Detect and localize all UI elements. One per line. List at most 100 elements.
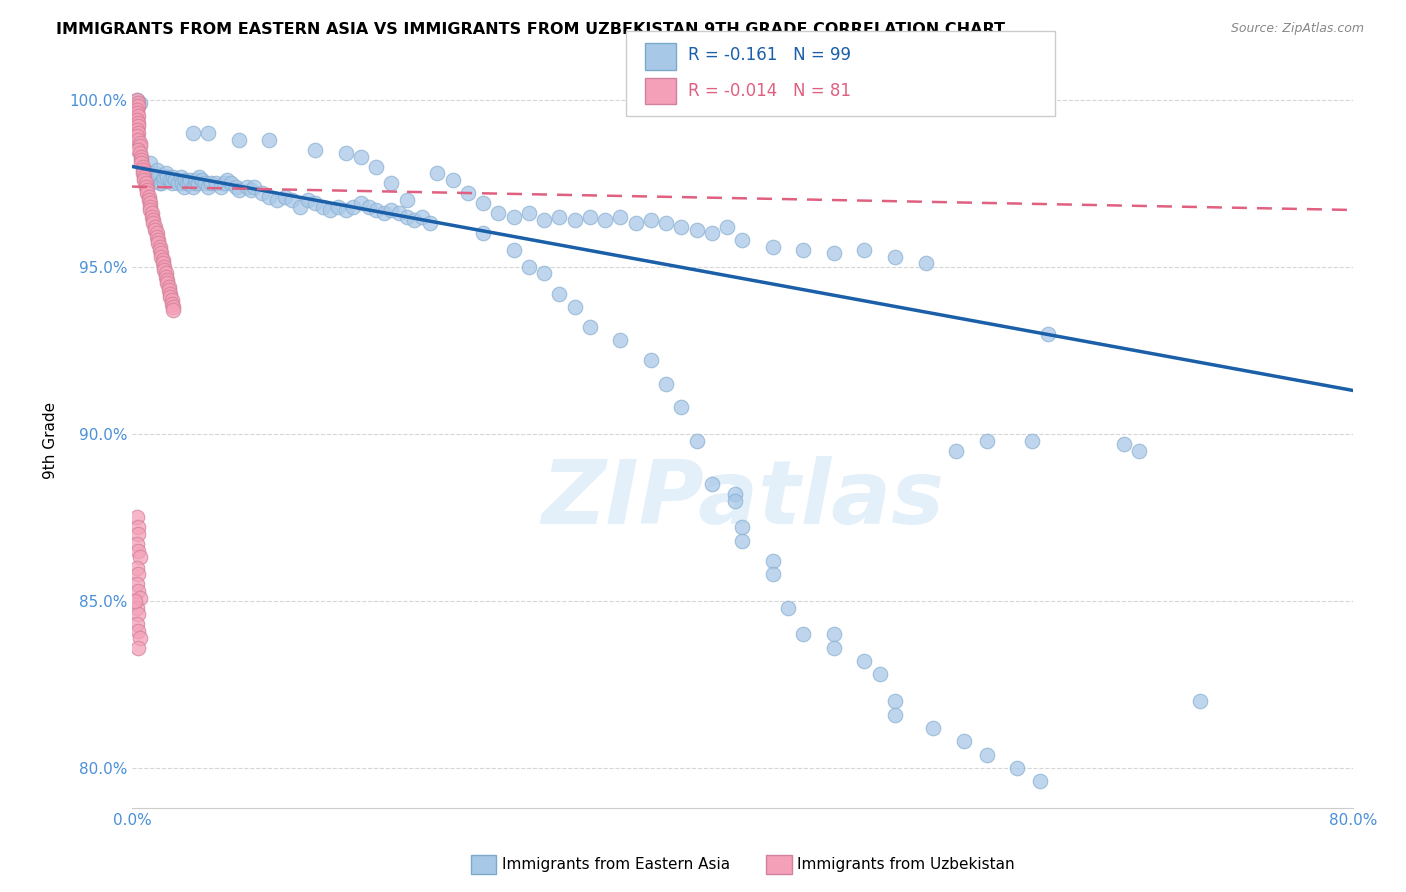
Point [157, 280, 180, 294]
Point [273, 189, 295, 203]
Text: IMMIGRANTS FROM EASTERN ASIA VS IMMIGRANTS FROM UZBEKISTAN 9TH GRADE CORRELATION: IMMIGRANTS FROM EASTERN ASIA VS IMMIGRAN… [56, 22, 1005, 37]
Point [579, 210, 602, 224]
Point [976, 747, 998, 762]
Point [142, 216, 165, 230]
Point [135, 179, 157, 194]
Point [205, 176, 228, 190]
Point [134, 173, 156, 187]
Y-axis label: 9th Grade: 9th Grade [44, 402, 58, 479]
Point [181, 179, 204, 194]
Text: Immigrants from Eastern Asia: Immigrants from Eastern Asia [502, 857, 730, 871]
Point [640, 353, 662, 368]
Text: Source: ZipAtlas.com: Source: ZipAtlas.com [1230, 22, 1364, 36]
Point [395, 210, 418, 224]
Point [125, 510, 148, 524]
Point [127, 607, 149, 622]
Point [700, 477, 723, 491]
Point [156, 277, 179, 291]
Point [357, 200, 380, 214]
Point [404, 213, 426, 227]
Point [127, 640, 149, 655]
Point [127, 96, 149, 111]
Point [172, 176, 194, 190]
Point [288, 200, 311, 214]
Point [181, 126, 204, 140]
Point [170, 169, 193, 184]
Point [533, 213, 555, 227]
Point [124, 594, 146, 608]
Point [228, 183, 250, 197]
Point [197, 179, 219, 194]
Point [312, 200, 335, 214]
Point [155, 267, 177, 281]
Point [914, 256, 936, 270]
Point [174, 173, 197, 187]
Point [150, 246, 173, 260]
Point [150, 250, 173, 264]
Point [762, 554, 785, 568]
Point [823, 246, 845, 260]
Point [153, 263, 176, 277]
Point [167, 176, 190, 190]
Point [128, 96, 150, 111]
Point [125, 93, 148, 107]
Point [564, 213, 586, 227]
Point [129, 153, 152, 167]
Point [136, 183, 159, 197]
Point [159, 286, 181, 301]
Point [388, 206, 411, 220]
Point [945, 443, 967, 458]
Point [125, 617, 148, 632]
Point [153, 169, 176, 184]
Point [142, 213, 165, 227]
Point [127, 133, 149, 147]
Point [128, 550, 150, 565]
Point [225, 179, 247, 194]
Point [250, 186, 273, 201]
Point [155, 269, 177, 284]
Point [762, 240, 785, 254]
Point [156, 169, 179, 184]
Point [335, 202, 357, 217]
Point [148, 240, 170, 254]
Point [152, 173, 174, 187]
Point [976, 434, 998, 448]
Point [884, 707, 907, 722]
Point [127, 126, 149, 140]
Point [197, 126, 219, 140]
Point [183, 176, 205, 190]
Point [486, 206, 509, 220]
Point [132, 162, 155, 177]
Point [143, 219, 166, 234]
Point [146, 169, 169, 184]
Point [139, 156, 162, 170]
Point [335, 146, 357, 161]
Point [187, 176, 209, 190]
Point [160, 176, 183, 190]
Point [517, 206, 540, 220]
Point [136, 186, 159, 201]
Point [188, 169, 211, 184]
Point [853, 243, 876, 257]
Point [266, 193, 288, 207]
Point [366, 202, 388, 217]
Point [640, 213, 662, 227]
Point [762, 567, 785, 582]
Point [128, 591, 150, 605]
Point [143, 223, 166, 237]
Point [671, 219, 693, 234]
Point [186, 173, 208, 187]
Point [792, 243, 814, 257]
Point [609, 333, 631, 347]
Point [139, 196, 162, 211]
Point [145, 227, 167, 241]
Point [152, 253, 174, 268]
Point [502, 243, 524, 257]
Point [884, 694, 907, 708]
Point [724, 493, 747, 508]
Point [125, 122, 148, 136]
Point [136, 173, 159, 187]
Point [243, 179, 266, 194]
Point [411, 210, 433, 224]
Point [141, 210, 163, 224]
